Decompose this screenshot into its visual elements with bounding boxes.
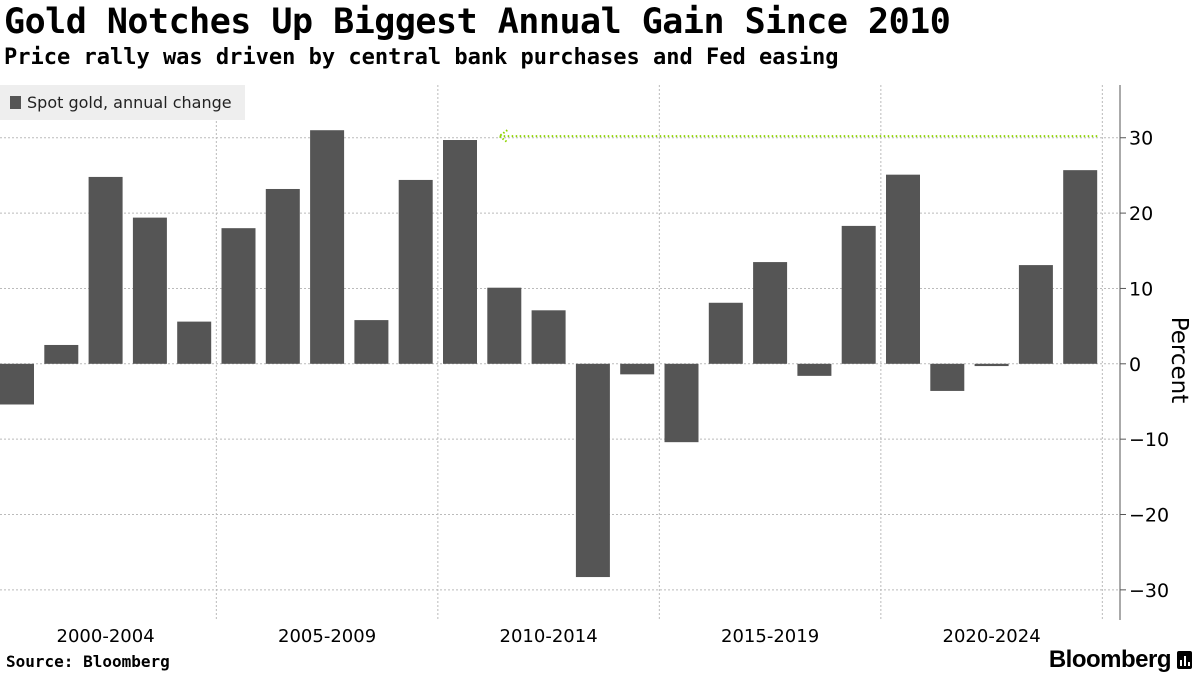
x-axis-labels: 2000-2004 2005-2009 2010-2014 2015-2019 2020… bbox=[57, 626, 1041, 647]
annotation-arrow bbox=[497, 129, 1098, 143]
bar-2015 bbox=[664, 363, 699, 443]
y-axis: −30 −20 −10 0 10 20 30 Percent bbox=[1119, 85, 1192, 620]
bar-2021 bbox=[930, 363, 965, 391]
bar-2013 bbox=[575, 363, 610, 578]
bloomberg-terminal-icon bbox=[1177, 651, 1192, 669]
bar-2010 bbox=[443, 140, 477, 364]
bar-2006 bbox=[265, 188, 300, 364]
x-group-label: 2015-2019 bbox=[721, 626, 819, 647]
chart-legend: Spot gold, annual change bbox=[0, 85, 245, 120]
y-axis-title: Percent bbox=[1166, 317, 1192, 404]
bar-2012 bbox=[531, 310, 566, 364]
bar-2024 bbox=[1063, 170, 1098, 364]
bar-2022 bbox=[974, 363, 1009, 367]
bar-2009 bbox=[398, 179, 433, 364]
legend-swatch bbox=[10, 96, 21, 109]
x-group-label: 2010-2014 bbox=[500, 626, 598, 647]
bar-2019 bbox=[841, 225, 876, 364]
bar-2001 bbox=[44, 344, 79, 364]
bar-2016 bbox=[708, 302, 743, 364]
y-tick-label: −30 bbox=[1129, 580, 1169, 602]
bar-2023 bbox=[1018, 265, 1053, 364]
bar-series bbox=[0, 130, 1098, 578]
bar-2020 bbox=[886, 174, 920, 364]
y-tick-label: 10 bbox=[1129, 278, 1153, 300]
y-tick-label: 20 bbox=[1129, 203, 1153, 225]
bar-2005 bbox=[221, 228, 256, 364]
x-group-label: 2020-2024 bbox=[943, 626, 1041, 647]
bar-2011 bbox=[487, 287, 522, 364]
y-tick-label: −20 bbox=[1129, 505, 1169, 527]
bar-2017 bbox=[753, 262, 788, 364]
y-tick-label: −10 bbox=[1129, 429, 1169, 451]
annotation-arrowhead bbox=[497, 129, 508, 143]
y-tick-label: 0 bbox=[1129, 354, 1141, 376]
bar-2018 bbox=[797, 363, 832, 376]
bar-2008 bbox=[354, 320, 389, 364]
bar-2007 bbox=[310, 130, 345, 364]
x-group-label: 2000-2004 bbox=[57, 626, 155, 647]
bar-2014 bbox=[620, 363, 655, 375]
y-tick-label: 30 bbox=[1129, 128, 1153, 150]
brand-logo: Bloomberg bbox=[1049, 646, 1192, 674]
x-group-label: 2005-2009 bbox=[278, 626, 376, 647]
bar-2002 bbox=[88, 176, 123, 364]
source-note: Source: Bloomberg bbox=[6, 652, 170, 671]
chart-title: Gold Notches Up Biggest Annual Gain Sinc… bbox=[4, 2, 951, 42]
bar-2000 bbox=[0, 363, 34, 405]
bar-2004 bbox=[177, 321, 212, 364]
bar-2003 bbox=[132, 217, 167, 364]
legend-label: Spot gold, annual change bbox=[27, 93, 232, 112]
brand-name: Bloomberg bbox=[1048, 646, 1172, 673]
chart-subtitle: Price rally was driven by central bank p… bbox=[4, 45, 839, 70]
